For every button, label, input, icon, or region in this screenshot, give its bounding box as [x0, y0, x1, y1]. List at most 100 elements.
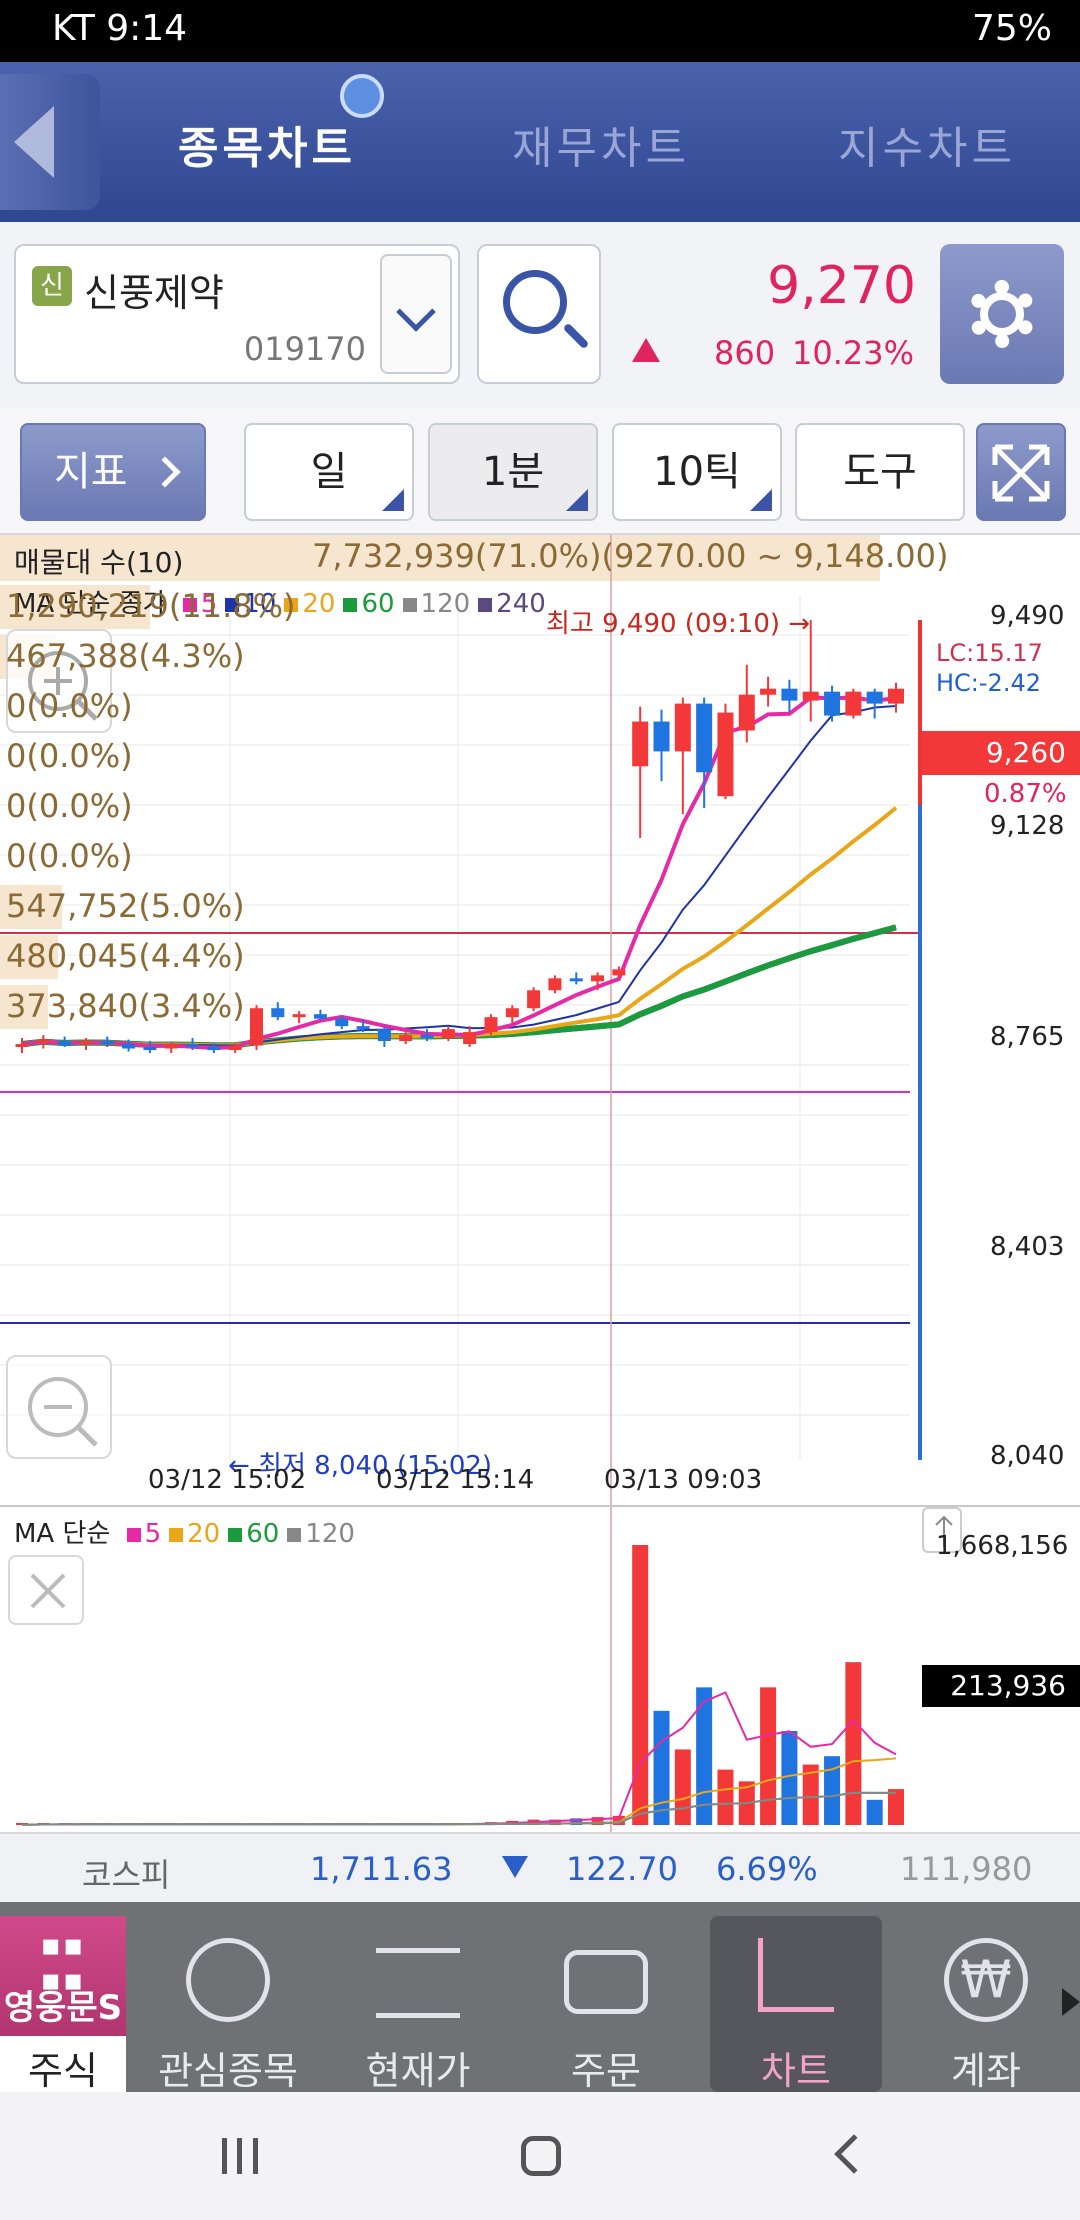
stock-header: 신 신풍제약 019170 9,270 860 10.23%: [0, 222, 1080, 407]
indicator-button[interactable]: 지표: [20, 423, 206, 521]
stock-code: 019170: [243, 330, 366, 368]
candle-body: [207, 1047, 221, 1051]
status-carrier-time: KT 9:14: [52, 8, 188, 49]
chart-toolbar: 지표 일 1분 10틱 도구: [0, 407, 1080, 535]
volume-profile-label: 0(0.0%): [6, 837, 133, 875]
volume-bar: [866, 1799, 883, 1825]
volume-ma-legend-item: 120: [287, 1519, 355, 1549]
candle-body: [356, 1026, 370, 1030]
volume-ma-legend-item: 5: [126, 1519, 161, 1549]
status-battery: 75%: [971, 8, 1052, 49]
volume-profile-label: 480,045(4.4%): [6, 937, 245, 975]
volume-bar: [781, 1731, 798, 1825]
candle-body: [313, 1014, 327, 1019]
nav-account[interactable]: ₩ 계좌: [906, 1916, 1066, 2093]
price-chart-svg[interactable]: [0, 535, 1080, 1832]
candle-body: [143, 1047, 157, 1051]
close-indicator-button[interactable]: [8, 1555, 84, 1625]
x-label: 03/12 15:02: [148, 1465, 307, 1495]
search-button[interactable]: [477, 244, 601, 384]
tools-button[interactable]: 도구: [795, 423, 965, 521]
volume-profile-bar: [0, 935, 58, 979]
home-icon[interactable]: [521, 2136, 561, 2176]
volume-bar: [548, 1819, 561, 1825]
candle-body: [292, 1014, 306, 1018]
ma-legend-item: 120: [402, 589, 470, 619]
nav-stock[interactable]: ▪▪ ▪▪ 영웅문S 주식: [0, 1916, 126, 2093]
nav-watchlist[interactable]: 관심종목: [148, 1916, 308, 2093]
volume-profile-label: 0(0.0%): [6, 687, 133, 725]
candle-body: [653, 721, 670, 752]
tab-stock-chart[interactable]: 종목차트: [178, 123, 356, 174]
volume-bar: [717, 1769, 734, 1825]
candle-body: [717, 712, 734, 797]
candle-body: [58, 1041, 72, 1046]
ma-legend: MA 단순 종가 5 10 20 60 120 240: [14, 583, 546, 620]
current-price-icon: [376, 1948, 460, 2018]
scroll-up-button[interactable]: [922, 1507, 962, 1553]
candle-body: [15, 1044, 29, 1048]
stock-name: 신풍제약: [84, 271, 224, 315]
volume-bar: [824, 1756, 841, 1825]
ma-legend-item: 5: [182, 589, 217, 619]
candle-body: [632, 721, 649, 767]
candle-body: [36, 1039, 50, 1043]
refresh-badge-icon[interactable]: [340, 74, 384, 118]
candle-body: [781, 688, 798, 701]
period-day-button[interactable]: 일: [244, 423, 414, 521]
volume-ma-legend: MA 단순 5 20 60 120: [14, 1513, 355, 1550]
volume-ma-legend-item: 60: [228, 1519, 279, 1549]
candle-body: [377, 1029, 391, 1042]
candle-body: [164, 1044, 178, 1049]
candle-body: [228, 1045, 242, 1051]
zoom-in-button[interactable]: [6, 629, 112, 733]
index-pct: 6.69%: [716, 1850, 818, 1888]
interval-button[interactable]: 1분: [428, 423, 598, 521]
volume-bar: [570, 1818, 583, 1825]
close-icon: [30, 1573, 66, 1609]
zoom-out-icon: [28, 1377, 98, 1447]
high-annotation: 최고 9,490 (09:10) →: [546, 609, 811, 639]
y-label: 9,128: [990, 811, 1065, 841]
nav-chart[interactable]: 차트: [710, 1916, 882, 2093]
settings-button[interactable]: [940, 244, 1064, 384]
expand-icon: [992, 444, 1050, 502]
back-icon[interactable]: [834, 2134, 874, 2174]
candle-body: [738, 694, 755, 731]
tab-financial-chart[interactable]: 재무차트: [512, 123, 690, 174]
recent-apps-icon[interactable]: [222, 2138, 258, 2174]
fullscreen-button[interactable]: [976, 423, 1066, 521]
candle-body: [100, 1041, 114, 1045]
chart-icon: [758, 1938, 834, 2012]
y-label: 8,040: [990, 1441, 1065, 1471]
nav-more-arrow-icon[interactable]: [1062, 1988, 1080, 2016]
current-pct-label: 0.87%: [984, 779, 1067, 809]
volume-bar: [674, 1749, 691, 1825]
volume-bar: [802, 1764, 819, 1825]
nav-current-price[interactable]: 현재가: [338, 1916, 498, 2093]
ma-legend-item: 20: [284, 589, 335, 619]
nav-stock-label: 주식: [28, 2049, 98, 2093]
back-button[interactable]: [0, 74, 100, 210]
stock-selector[interactable]: 신 신풍제약 019170: [14, 244, 460, 384]
volume-bar: [612, 1815, 625, 1825]
candle-body: [484, 1017, 498, 1033]
current-price: 9,270: [767, 256, 916, 316]
candle-body: [186, 1044, 200, 1048]
tick-button[interactable]: 10틱: [612, 423, 782, 521]
nav-watchlist-label: 관심종목: [158, 2049, 298, 2093]
up-arrow-icon: [632, 338, 660, 362]
volume-bar: [632, 1545, 649, 1825]
chart-area[interactable]: 매물대 수(10) MA 단순 종가 5 10 20 60 120 240 최고 9,49…: [0, 535, 1080, 1832]
nav-order[interactable]: 주문: [526, 1916, 686, 2093]
stock-dropdown-button[interactable]: [380, 254, 452, 374]
candle-body: [696, 703, 713, 773]
candle-body: [824, 691, 841, 716]
tab-index-chart[interactable]: 지수차트: [838, 123, 1016, 174]
back-arrow-icon: [14, 106, 54, 178]
index-ticker-bar[interactable]: 코스피 1,711.63 122.70 6.69% 111,980: [0, 1832, 1080, 1902]
candle-body: [548, 978, 562, 991]
volume-bar: [653, 1710, 670, 1825]
zoom-out-button[interactable]: [6, 1355, 112, 1459]
candle-body: [399, 1035, 413, 1042]
